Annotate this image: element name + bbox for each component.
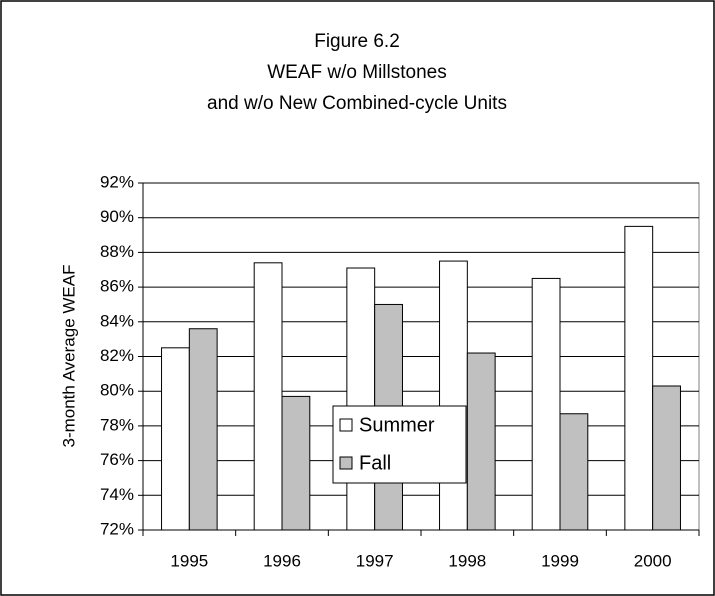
x-tick-label: 1995 [170,551,208,570]
bar [466,352,496,531]
bar [188,328,218,531]
bar [624,225,654,531]
bar [652,385,681,531]
bar [559,413,589,531]
y-tick-label: 78% [100,415,134,434]
legend-swatch [339,418,353,432]
y-tick-label: 84% [100,311,134,330]
y-tick-label: 82% [100,346,134,365]
bar [161,347,190,531]
y-tick-label: 90% [100,207,134,226]
bar [439,260,468,531]
y-tick-label: 74% [100,485,134,504]
chart-title: WEAF w/o Millstones [267,62,446,83]
chart-title: Figure 6.2 [314,31,400,52]
x-tick-label: 1996 [263,551,301,570]
legend-swatch [339,456,353,470]
x-tick-label: 2000 [634,551,672,570]
y-tick-label: 80% [100,381,134,400]
bar [531,277,561,531]
legend-label: Summer [359,414,435,436]
y-tick-label: 92% [100,172,134,191]
x-tick-label: 1997 [356,551,394,570]
bar [253,262,283,531]
y-tick-label: 72% [100,519,134,538]
y-tick-label: 76% [100,450,134,469]
bar [346,267,376,531]
legend-label: Fall [359,452,391,474]
y-tick-label: 86% [100,277,134,296]
y-tick-label: 88% [100,242,134,261]
x-tick-label: 1998 [448,551,486,570]
chart-title: and w/o New Combined-cycle Units [207,93,507,114]
bar [281,395,311,531]
y-axis-label: 3-month Average WEAF [59,265,78,448]
x-tick-label: 1999 [541,551,579,570]
legend [332,405,467,484]
